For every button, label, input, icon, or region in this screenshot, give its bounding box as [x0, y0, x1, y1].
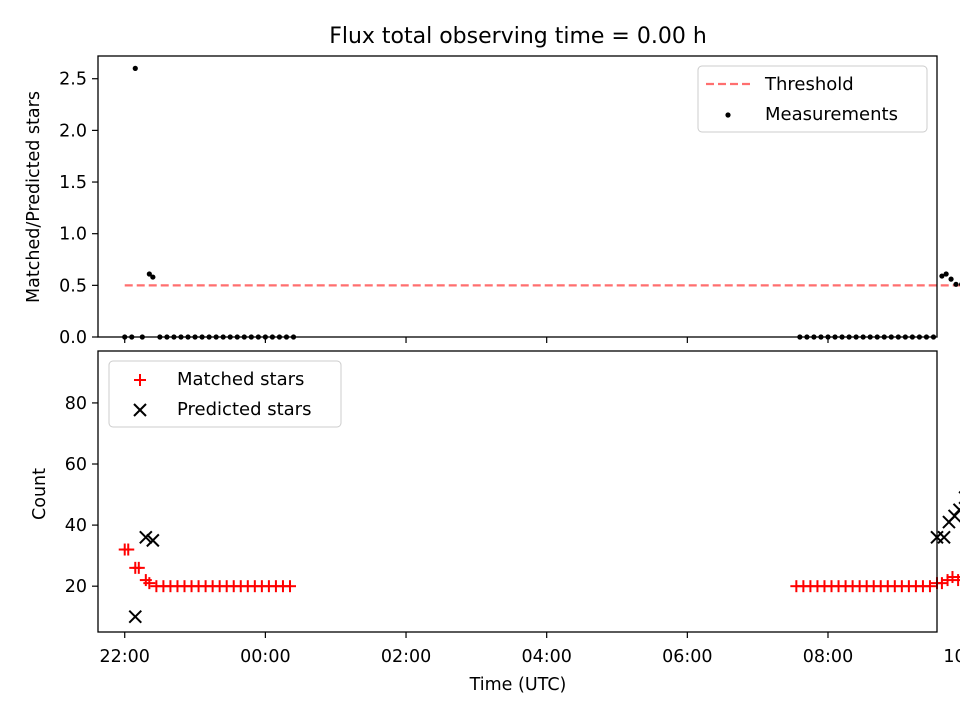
measurement-point [943, 271, 949, 277]
x-tick-label: 10:00 [943, 647, 960, 667]
matched-legend-marker [134, 374, 146, 386]
ratio-plot-frame [97, 55, 938, 338]
predicted-star-point [146, 533, 160, 548]
ratio-plot-legend: Threshold Measurements [697, 65, 928, 133]
count-plot-data [118, 490, 960, 624]
matched-legend-label: Matched stars [177, 369, 304, 390]
predicted-star-point [128, 610, 142, 624]
count-plot-legend: Matched stars Predicted stars [108, 360, 342, 428]
ratio-legend-box [697, 65, 928, 133]
measurements-legend-marker [725, 112, 731, 118]
matched-star-point [957, 576, 960, 579]
matched-star-point [923, 580, 936, 593]
measurements-legend-label: Measurements [765, 104, 898, 125]
measurement-point [939, 273, 945, 279]
y-tick-label: 1.5 [59, 173, 87, 193]
predicted-legend-marker [133, 403, 147, 417]
count-plot-frame [97, 350, 938, 633]
cross-stroke [139, 530, 153, 545]
ratio-plot-ylabel: Matched/Predicted stars [24, 91, 44, 303]
ratio-plot: 0.0 0.5 1.0 1.5 2.0 2.5 Matched/Predicted sta… [24, 55, 960, 348]
matched-star-point [132, 561, 145, 574]
measurement-point [953, 281, 959, 287]
x-tick-label: 22:00 [100, 647, 150, 667]
x-tick-label: 08:00 [803, 647, 853, 667]
count-plot-axes: 20 40 60 80 22:00 00:00 02:00 04:00 06:00 08:00 10… [65, 394, 960, 667]
cross-stroke [937, 530, 951, 545]
count-plot-xlabel: Time (UTC) [469, 675, 567, 695]
figure-title: Flux total observing time = 0.00 h [329, 24, 707, 49]
y-tick-label: 80 [65, 394, 87, 414]
x-tick-label: 00:00 [240, 647, 290, 667]
x-tick-label: 06:00 [662, 647, 712, 667]
predicted-star-point [937, 530, 951, 545]
y-tick-label: 40 [65, 516, 87, 536]
y-tick-label: 20 [65, 577, 87, 597]
y-tick-label: 60 [65, 455, 87, 475]
y-tick-label: 1.0 [59, 225, 87, 245]
ratio-plot-axes: 0.0 0.5 1.0 1.5 2.0 2.5 [59, 70, 829, 348]
cross-stroke [128, 610, 142, 624]
measurement-point [132, 65, 138, 71]
matched-star-point [122, 543, 135, 556]
predicted-legend-label: Predicted stars [177, 399, 311, 420]
x-tick-label: 02:00 [381, 647, 431, 667]
predicted-star-point [139, 530, 153, 545]
y-tick-label: 0.5 [59, 276, 87, 296]
y-tick-label: 2.5 [59, 70, 87, 90]
measurement-point [150, 274, 156, 280]
measurement-point [146, 271, 152, 277]
count-legend-box [108, 360, 342, 428]
y-tick-label: 0.0 [59, 328, 87, 348]
threshold-legend-label: Threshold [764, 74, 854, 95]
cross-stroke [146, 533, 160, 548]
measurement-point [948, 276, 954, 282]
x-tick-label: 04:00 [521, 647, 571, 667]
count-plot: 20 40 60 80 22:00 00:00 02:00 04:00 06:00 08:00 10… [30, 350, 960, 695]
matched-star-point [143, 577, 156, 590]
y-tick-label: 2.0 [59, 121, 87, 141]
count-plot-ylabel: Count [30, 468, 50, 520]
matched-star-point [283, 580, 296, 593]
